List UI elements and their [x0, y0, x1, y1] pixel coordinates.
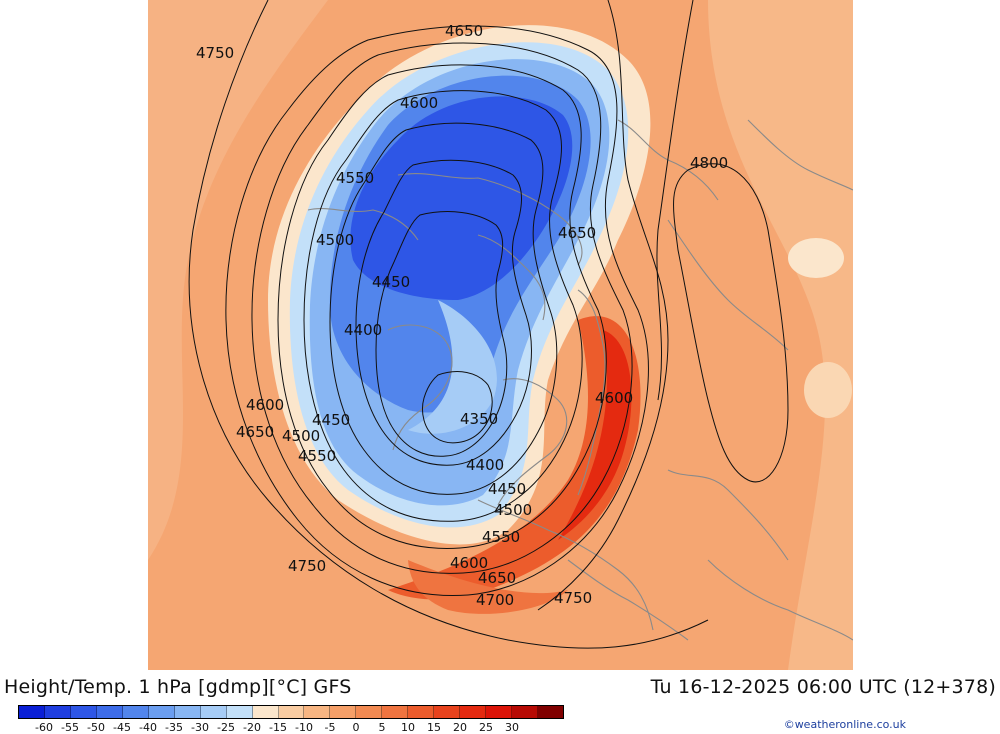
contour-4750	[188, 0, 709, 649]
map-title: Height/Temp. 1 hPa [gdmp][°C] GFS	[4, 676, 352, 698]
colorbar-tick-label: -35	[165, 721, 183, 734]
colorbar-tick-label: -5	[324, 721, 336, 734]
height-contours	[188, 0, 789, 649]
colorbar-tick-label: 30	[505, 721, 519, 734]
contour-4400	[375, 211, 508, 457]
colorbar-tick-label: -60	[35, 721, 53, 734]
coastlines	[307, 119, 853, 641]
colorbar-swatch	[226, 706, 253, 718]
contour-label: 4450	[372, 273, 410, 291]
colorbar-ticks: -60 -55 -50 -45 -40 -35 -30 -25 -20 -15 -10 -5 0 5 10 1…	[18, 721, 564, 734]
contour-4550	[303, 90, 583, 522]
contour-label: 4550	[298, 447, 336, 465]
contour-label: 4550	[482, 528, 520, 546]
light-patch-east-2	[804, 362, 852, 418]
contour-label: 4750	[554, 589, 592, 607]
weather-map: 4750 4650 4600 4550 4800 4500 4650 4450 …	[148, 0, 853, 670]
contour-label: 4750	[288, 557, 326, 575]
colorbar-tick-label: 5	[378, 721, 386, 734]
warm-field-west	[148, 0, 328, 560]
contour-label: 4500	[494, 501, 532, 519]
colorbar-tick-label: -55	[61, 721, 79, 734]
warm-band-south	[408, 560, 568, 614]
colorbar-swatch	[148, 706, 175, 718]
contour-label: 4600	[595, 389, 633, 407]
colorbar-swatch	[434, 706, 461, 718]
contour-4750-east	[656, 0, 694, 401]
colorbar-tick-label: -50	[87, 721, 105, 734]
colorbar-tick-label: -30	[191, 721, 209, 734]
contour-label: 4500	[282, 427, 320, 445]
contour-label: 4600	[450, 554, 488, 572]
contour-label: 4650	[478, 569, 516, 587]
vortex-core	[350, 96, 573, 301]
contour-label: 4400	[344, 321, 382, 339]
contour-4350	[422, 371, 493, 444]
colorbar-swatch	[70, 706, 97, 718]
contour-label: 4650	[445, 22, 483, 40]
contour-4700-east	[537, 0, 669, 611]
colorbar-swatch	[278, 706, 305, 718]
colorbar-swatch	[460, 706, 487, 718]
colorbar-tick-label: -10	[295, 721, 313, 734]
colorbar-swatch	[252, 706, 279, 718]
contour-label: 4450	[488, 480, 526, 498]
map-datetime: Tu 16-12-2025 06:00 UTC (12+378)	[650, 676, 996, 698]
colorbar-swatch	[174, 706, 201, 718]
contour-label: 4650	[236, 423, 274, 441]
contour-4450	[355, 159, 532, 466]
colorbar-tick-label: 0	[352, 721, 360, 734]
vortex-lobe	[408, 300, 497, 434]
contour-4700	[225, 25, 649, 597]
contour-label: 4750	[196, 44, 234, 62]
colorbar-swatch	[330, 706, 357, 718]
contour-label: 4600	[400, 94, 438, 112]
contour-label: 4350	[460, 410, 498, 428]
contour-4500	[329, 122, 558, 495]
warm-band	[388, 316, 641, 600]
contour-label: 4450	[312, 411, 350, 429]
colorbar	[18, 705, 564, 719]
colorbar-swatch	[200, 706, 227, 718]
contour-label: 4400	[466, 456, 504, 474]
contour-label: 4500	[316, 231, 354, 249]
colorbar-swatch	[19, 706, 45, 718]
colorbar-swatch	[382, 706, 409, 718]
colorbar-tick-label: 10	[401, 721, 415, 734]
colorbar-swatch	[538, 706, 564, 718]
colorbar-tick-label: 25	[479, 721, 493, 734]
colorbar-tick-label: -20	[243, 721, 261, 734]
contour-label: 4800	[690, 154, 728, 172]
contour-4650	[251, 42, 633, 574]
contour-label: 4700	[476, 591, 514, 609]
credit-link[interactable]: ©weatheronline.co.uk	[783, 718, 906, 731]
colorbar-tick-label: 20	[453, 721, 467, 734]
hot-core	[558, 330, 632, 540]
colorbar-tick-label: -45	[113, 721, 131, 734]
colorbar-swatch	[96, 706, 123, 718]
colorbar-swatch	[356, 706, 383, 718]
colorbar-swatch	[304, 706, 331, 718]
colorbar-swatch	[122, 706, 149, 718]
colorbar-swatch	[486, 706, 513, 718]
colorbar-tick-label: -40	[139, 721, 157, 734]
contour-label: 4650	[558, 224, 596, 242]
colorbar-tick-label: -25	[217, 721, 235, 734]
warm-field-east	[708, 0, 853, 670]
colorbar-swatch	[44, 706, 71, 718]
colorbar-swatch	[408, 706, 435, 718]
map-canvas: 4750 4650 4600 4550 4800 4500 4650 4450 …	[148, 0, 853, 670]
light-patch-east	[788, 238, 844, 278]
contour-4800	[673, 163, 789, 483]
colorbar-swatch	[512, 706, 539, 718]
colorbar-tick-label: -15	[269, 721, 287, 734]
contour-labels: 4750 4650 4600 4550 4800 4500 4650 4450 …	[196, 22, 728, 609]
colorbar-tick-label: 15	[427, 721, 441, 734]
contour-label: 4550	[336, 169, 374, 187]
contour-4600	[277, 64, 607, 549]
contour-label: 4600	[246, 396, 284, 414]
